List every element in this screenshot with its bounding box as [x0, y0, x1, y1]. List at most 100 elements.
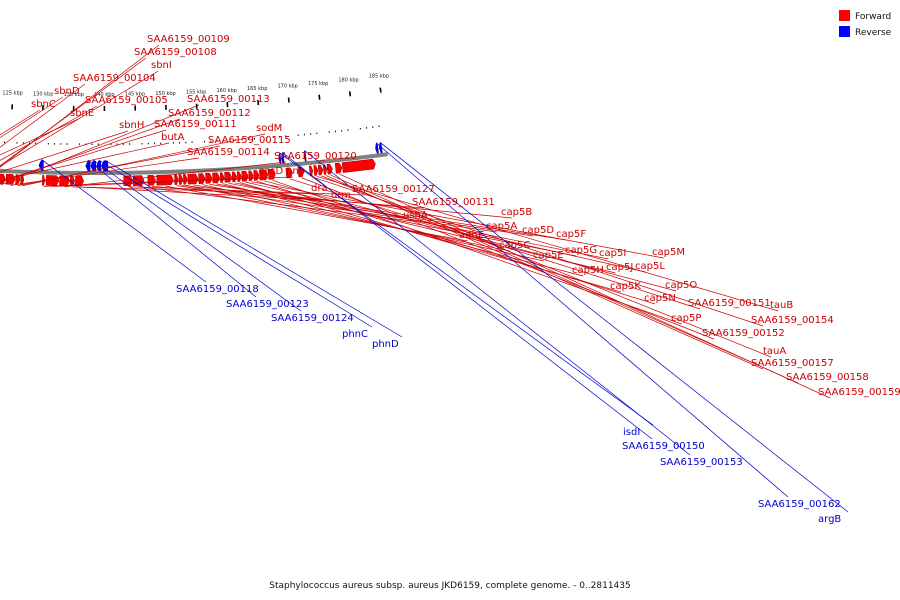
gene-label-cap5a[interactable]: cap5A [486, 221, 517, 232]
gene-label-cap5l[interactable]: cap5L [635, 261, 665, 272]
gene-label-pnp[interactable]: pnp [286, 166, 305, 177]
gene-label-cap5c[interactable]: cap5C [499, 240, 530, 251]
gene-label-saa6159-00108[interactable]: SAA6159_00108 [134, 47, 217, 58]
gene-label-saa6159-00109[interactable]: SAA6159_00109 [147, 34, 230, 45]
gene-label-cap5k[interactable]: cap5K [610, 281, 641, 292]
gene-label-sasd[interactable]: sasD [259, 166, 284, 177]
gene-label-saa6159-00105[interactable]: SAA6159_00105 [85, 95, 168, 106]
gene-label-phnc[interactable]: phnC [342, 329, 368, 340]
gene-taua[interactable] [317, 164, 324, 176]
gene-cap5g[interactable] [212, 172, 220, 184]
gene-label-cap5e[interactable]: cap5E [533, 250, 564, 261]
gene-label-saa6159-00152[interactable]: SAA6159_00152 [702, 328, 785, 339]
gene-label-sodm[interactable]: sodM [256, 123, 282, 134]
map-caption: Staphylococcus aureus subsp. aureus JKD6… [269, 581, 631, 591]
gene-label-cap5b[interactable]: cap5B [501, 207, 532, 218]
gene-dra[interactable] [70, 175, 76, 187]
gene-label-cap5h[interactable]: cap5H [572, 265, 604, 276]
gene-label-sbnd[interactable]: sbnD [54, 86, 80, 97]
gene-label-connector [0, 83, 86, 148]
gene-label-cap5g[interactable]: cap5G [565, 245, 597, 256]
gene-label-connector [52, 176, 293, 187]
gene-cap5a[interactable] [174, 174, 179, 185]
gene-cap5f[interactable] [205, 172, 213, 184]
gene-label-connector [0, 129, 167, 182]
gene-cap5c[interactable] [183, 174, 188, 185]
gene-label-saa6159-00115[interactable]: SAA6159_00115 [208, 135, 291, 146]
gene-label-taua[interactable]: tauA [763, 346, 786, 357]
gene-cap5i[interactable] [224, 171, 233, 183]
gene-label-saa6159-00158[interactable]: SAA6159_00158 [786, 372, 869, 383]
gene-label-connector [278, 152, 654, 426]
gene-label-buta[interactable]: butA [161, 132, 185, 143]
gene-saa6159-00123[interactable] [85, 160, 91, 172]
gene-saa6159-00159[interactable] [334, 162, 343, 174]
gene-taub[interactable] [313, 165, 319, 176]
gene-label-saa6159-00159[interactable]: SAA6159_00159 [818, 387, 900, 398]
gene-unnamed-58[interactable] [341, 158, 376, 173]
gene-label-adhe[interactable]: adhE [459, 230, 484, 241]
gene-cap5b[interactable] [178, 174, 184, 185]
gene-label-cap5m[interactable]: cap5M [652, 247, 685, 258]
legend-forward-swatch [839, 10, 850, 21]
gene-label-saa6159-00114[interactable]: SAA6159_00114 [187, 147, 270, 158]
gene-label-connector [151, 185, 425, 209]
gene-label-saa6159-00151[interactable]: SAA6159_00151 [688, 298, 771, 309]
gene-label-taub[interactable]: tauB [770, 300, 793, 311]
gene-label-saa6159-00154[interactable]: SAA6159_00154 [751, 315, 834, 326]
gene-label-sbni[interactable]: sbnI [151, 60, 172, 71]
gene-saa6159-00151[interactable] [285, 167, 293, 179]
gene-saa6159-00114[interactable] [5, 173, 16, 185]
gene-saa6159-00153[interactable] [303, 151, 307, 162]
gene-label-connector [98, 159, 373, 328]
gene-label-sbnc[interactable]: sbnC [31, 99, 56, 110]
gene-label-cap5j[interactable]: cap5J [606, 262, 633, 273]
gene-saa6159-00157[interactable] [322, 164, 328, 175]
tick-label: 165 kbp [247, 86, 267, 92]
gene-label-cap5p[interactable]: cap5P [671, 313, 701, 324]
gene-label-isdi[interactable]: isdI [623, 427, 640, 438]
tick-label: 145 kbp [125, 92, 145, 98]
gene-label-saa6159-00153[interactable]: SAA6159_00153 [660, 457, 743, 468]
gene-label-dra[interactable]: dra [311, 183, 328, 194]
gene-cap5m[interactable] [248, 170, 254, 182]
gene-cap5k[interactable] [236, 171, 242, 182]
gene-cap5h[interactable] [219, 172, 225, 183]
gene-cap5d[interactable] [187, 173, 199, 185]
gene-drm[interactable] [75, 175, 84, 187]
gene-label-cap5f[interactable]: cap5F [556, 229, 586, 240]
gene-label-cap5i[interactable]: cap5I [599, 248, 626, 259]
gene-label-saa6159-00131[interactable]: SAA6159_00131 [412, 197, 495, 208]
gene-label-saa6159-00112[interactable]: SAA6159_00112 [168, 108, 251, 119]
gene-label-saa6159-00104[interactable]: SAA6159_00104 [73, 73, 156, 84]
gene-label-saa6159-00162[interactable]: SAA6159_00162 [758, 499, 841, 510]
gene-label-drm[interactable]: drm [331, 190, 351, 201]
gene-label-sbnh[interactable]: sbnH [119, 120, 144, 131]
gene-label-sbne[interactable]: sbnE [70, 108, 94, 119]
gene-label-saa6159-00120[interactable]: SAA6159_00120 [274, 151, 357, 162]
gene-label-phnd[interactable]: phnD [372, 339, 399, 350]
gene-label-saa6159-00111[interactable]: SAA6159_00111 [154, 119, 237, 130]
gene-cap5l[interactable] [241, 170, 249, 182]
gene-cap5e[interactable] [198, 173, 206, 184]
gene-label-connector [0, 96, 64, 139]
gene-label-connector [17, 145, 221, 186]
gene-saa6159-00113[interactable] [0, 173, 6, 185]
gene-label-connector [64, 161, 287, 188]
gene-saa6159-00162[interactable] [375, 143, 379, 154]
gene-label-cap5n[interactable]: cap5N [644, 293, 676, 304]
gene-saa6159-00127[interactable] [123, 175, 133, 187]
gene-label-saa6159-00113[interactable]: SAA6159_00113 [187, 94, 270, 105]
gene-label-saa6159-00150[interactable]: SAA6159_00150 [622, 441, 705, 452]
gene-label-saa6159-00118[interactable]: SAA6159_00118 [176, 284, 259, 295]
gene-label-saa6159-00123[interactable]: SAA6159_00123 [226, 299, 309, 310]
gene-label-cap5o[interactable]: cap5O [665, 280, 697, 291]
gene-label-saa6159-00124[interactable]: SAA6159_00124 [271, 313, 354, 324]
gene-label-saa6159-00157[interactable]: SAA6159_00157 [751, 358, 834, 369]
legend: Forward Reverse [839, 10, 892, 38]
gene-label-argb[interactable]: argB [818, 514, 841, 525]
gene-label-cap5d[interactable]: cap5D [522, 225, 554, 236]
gene-cap5j[interactable] [231, 171, 238, 183]
gene-label-saa6159-00127[interactable]: SAA6159_00127 [352, 184, 435, 195]
